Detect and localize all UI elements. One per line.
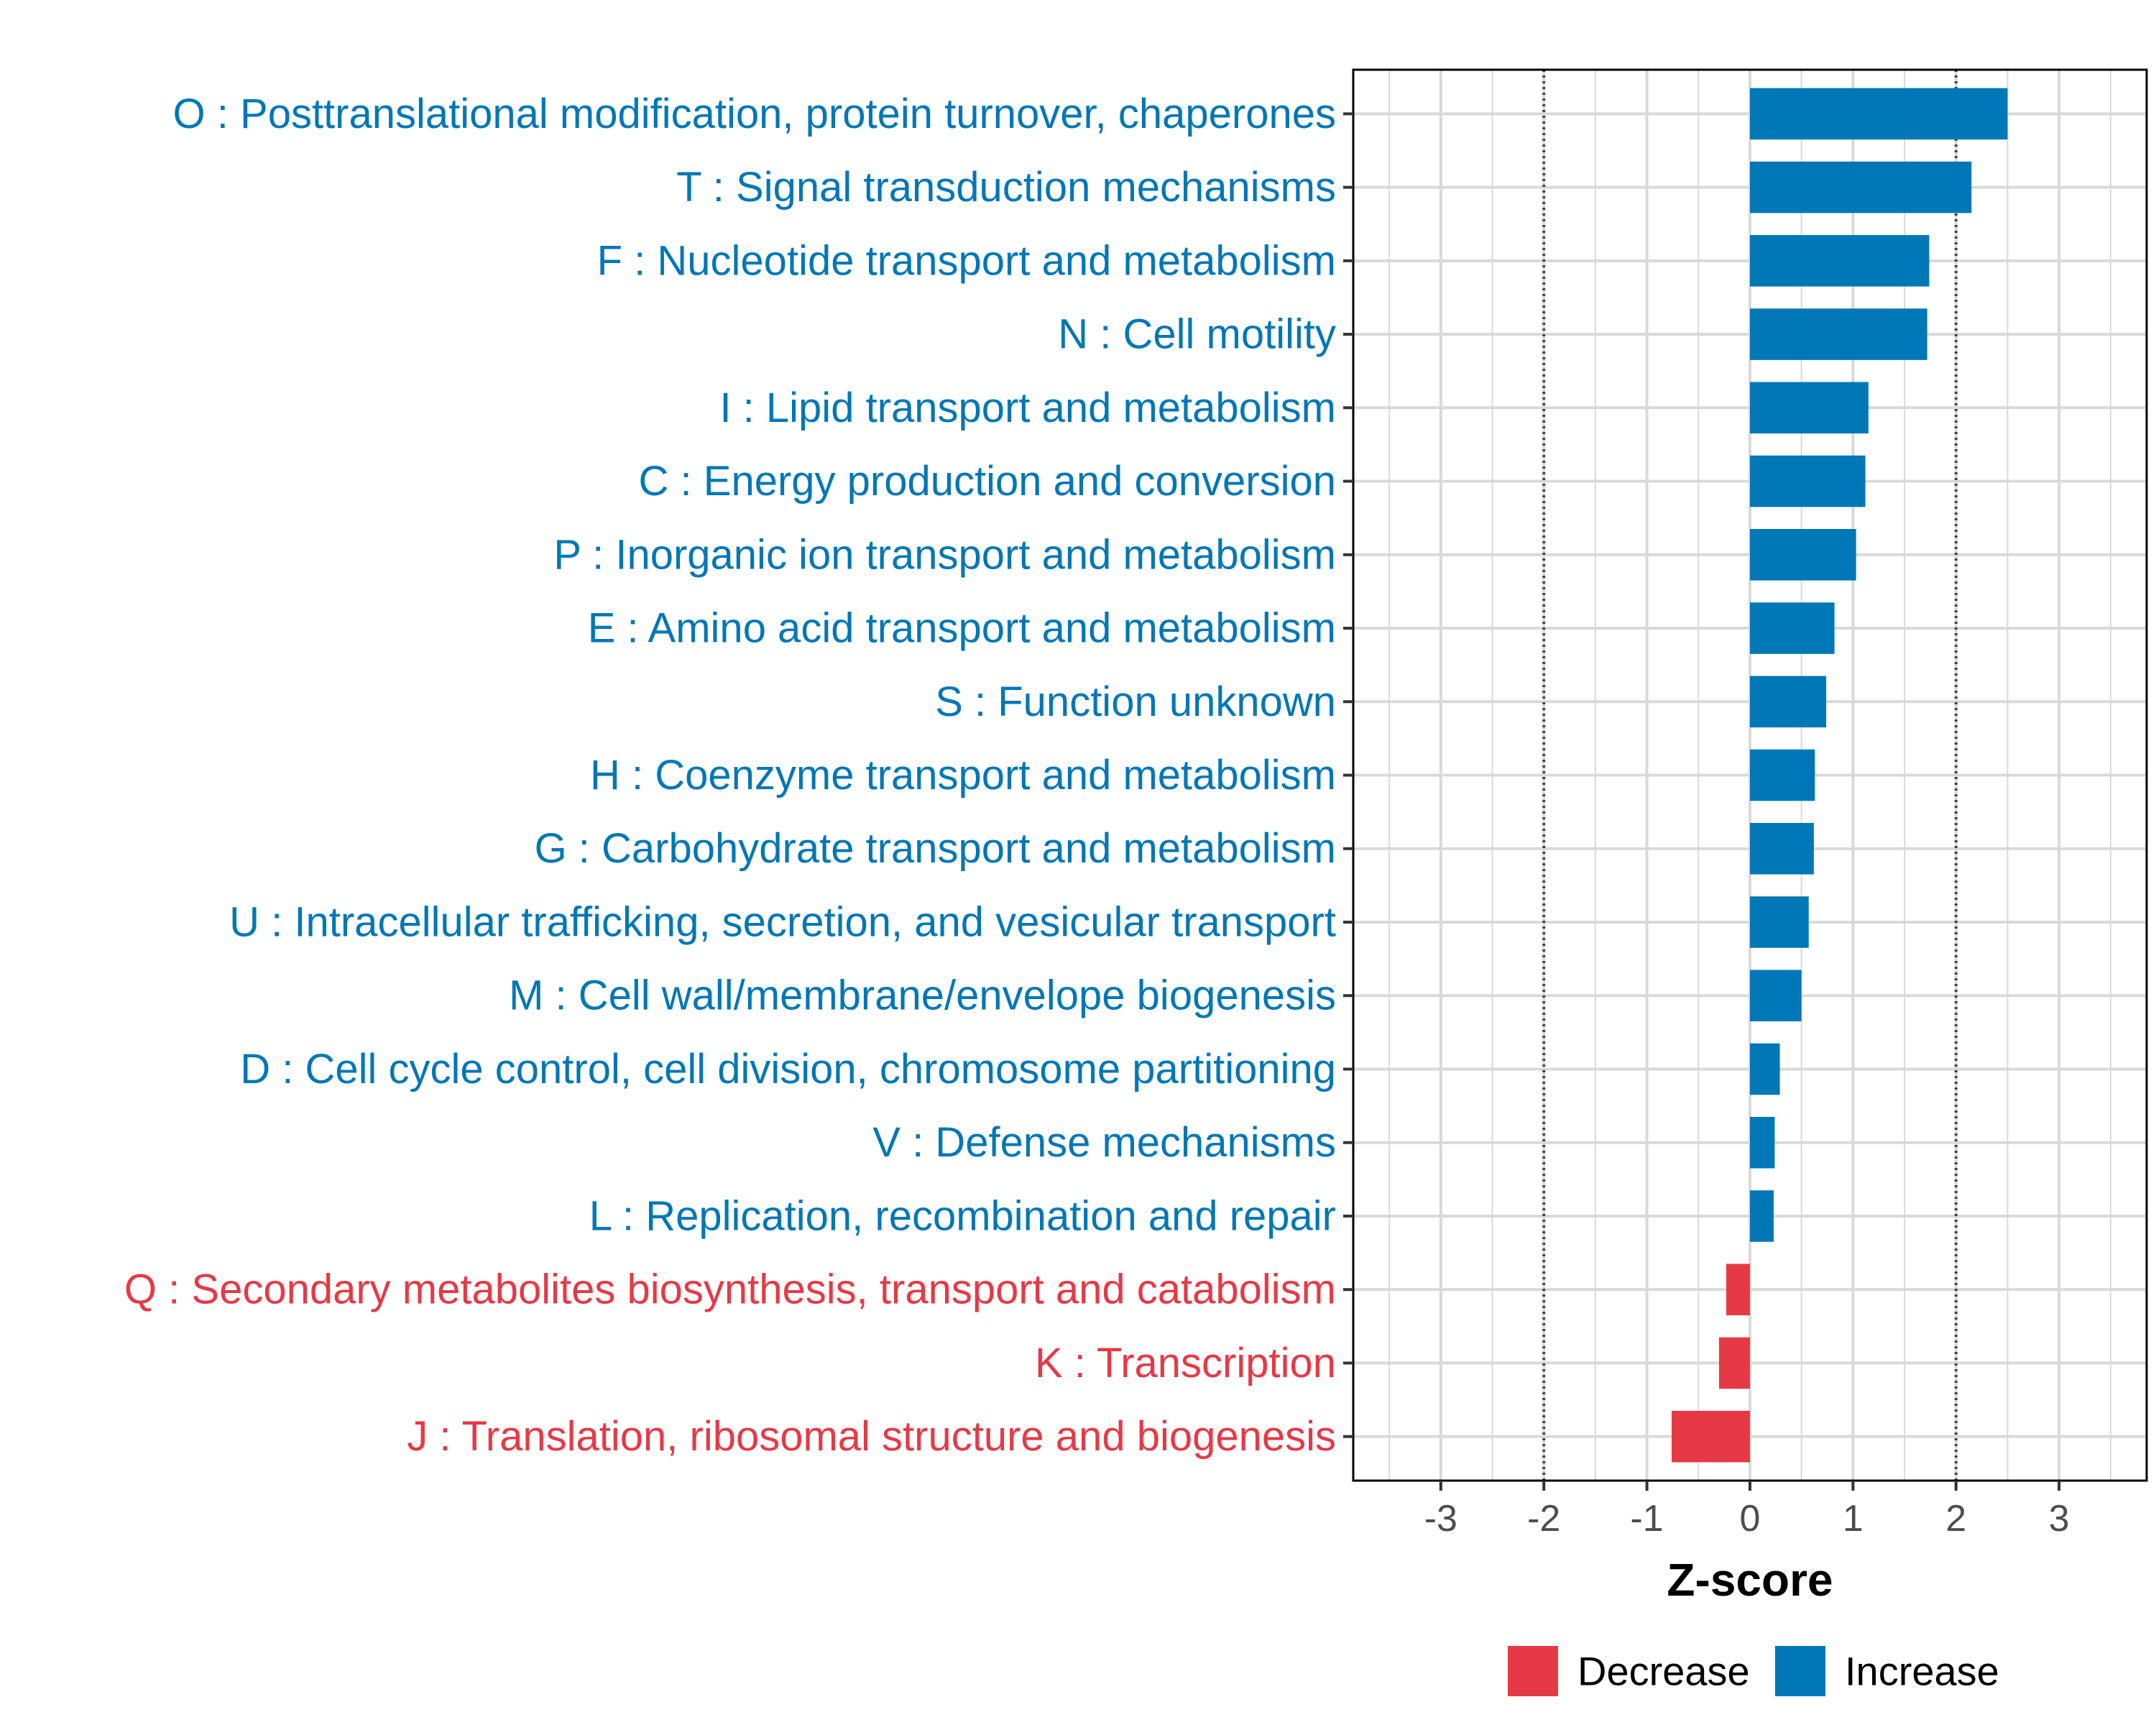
x-tick-label: 1 [1843, 1498, 1864, 1540]
bar [1750, 1190, 1774, 1242]
x-tick-label: -2 [1527, 1498, 1560, 1540]
x-tick-label: -1 [1630, 1498, 1663, 1540]
legend-swatch-increase [1775, 1646, 1825, 1696]
category-label: U : Intracellular trafficking, secretion… [229, 898, 1336, 945]
category-label: F : Nucleotide transport and metabolism [597, 237, 1336, 284]
bar [1750, 88, 2008, 140]
bar [1750, 161, 1972, 213]
bar [1726, 1264, 1750, 1315]
category-label: I : Lipid transport and metabolism [719, 385, 1336, 431]
category-label: C : Energy production and conversion [639, 458, 1336, 505]
legend-label-decrease: Decrease [1577, 1649, 1750, 1694]
bar [1750, 455, 1866, 507]
category-label: V : Defense mechanisms [872, 1119, 1336, 1166]
bar [1750, 676, 1827, 728]
bar [1750, 308, 1927, 360]
bar [1750, 749, 1815, 801]
bar [1750, 235, 1930, 287]
x-tick-label: -3 [1424, 1498, 1457, 1540]
legend-swatch-decrease [1508, 1646, 1558, 1696]
category-labels: O : Posttranslational modification, prot… [124, 91, 1336, 1460]
category-label: M : Cell wall/membrane/envelope biogenes… [509, 972, 1336, 1019]
category-label: T : Signal transduction mechanisms [676, 164, 1336, 211]
x-tick-label: 0 [1740, 1498, 1761, 1540]
x-tick-label: 2 [1945, 1498, 1966, 1540]
category-label: J : Translation, ribosomal structure and… [407, 1413, 1336, 1460]
legend: Decrease Increase [1508, 1646, 1999, 1696]
category-label: Q : Secondary metabolites biosynthesis, … [124, 1266, 1336, 1313]
category-label: L : Replication, recombination and repai… [589, 1192, 1336, 1239]
bar [1750, 382, 1869, 434]
category-label: K : Transcription [1035, 1340, 1336, 1386]
bar [1672, 1410, 1750, 1463]
category-label: E : Amino acid transport and metabolism [588, 605, 1336, 652]
category-label: O : Posttranslational modification, prot… [173, 91, 1336, 137]
bar [1750, 896, 1809, 948]
legend-label-increase: Increase [1845, 1649, 1999, 1694]
bars [1672, 88, 2008, 1463]
bar [1750, 822, 1814, 875]
category-label: D : Cell cycle control, cell division, c… [240, 1046, 1336, 1092]
bar [1750, 1043, 1780, 1095]
category-label: P : Inorganic ion transport and metaboli… [553, 531, 1336, 578]
category-label: G : Carbohydrate transport and metabolis… [535, 825, 1336, 872]
x-axis-title: Z-score [1667, 1554, 1833, 1606]
category-label: H : Coenzyme transport and metabolism [590, 752, 1336, 799]
x-tick-label: 3 [2049, 1498, 2070, 1540]
x-axis-ticks: -3 -2 -1 0 1 2 3 [1424, 1481, 2070, 1540]
bar [1750, 602, 1835, 654]
bar [1750, 1116, 1775, 1169]
category-label: N : Cell motility [1058, 311, 1336, 358]
bar [1750, 528, 1856, 581]
y-axis-ticks [1343, 112, 1353, 1438]
bar [1750, 970, 1802, 1022]
category-label: S : Function unknown [935, 678, 1336, 725]
bar [1718, 1337, 1750, 1389]
